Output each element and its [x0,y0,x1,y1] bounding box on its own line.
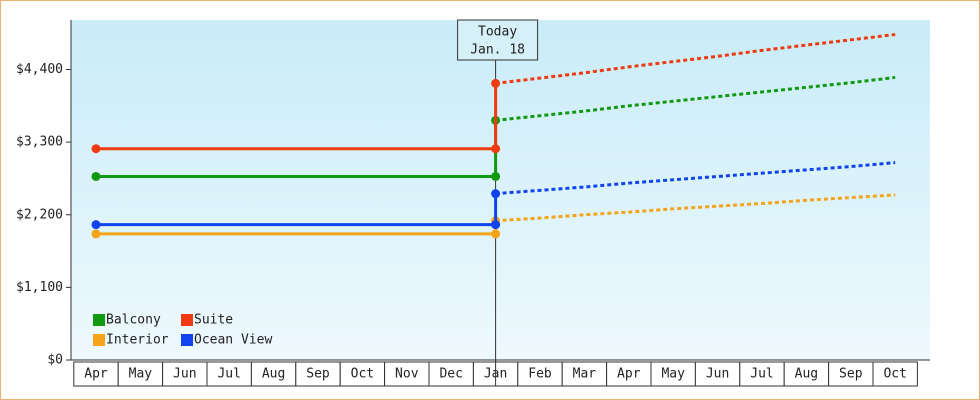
plot-area [71,20,930,360]
x-tick-label: Oct [883,367,906,382]
point [491,189,501,199]
y-tick-label: $0 [47,353,63,368]
x-tick-label: Aug [795,367,818,382]
x-tick-label: Jul [750,367,773,382]
x-tick-label: Jun [706,367,729,382]
point [91,171,101,181]
legend-label: Suite [194,313,233,328]
x-tick-label: Sep [306,367,330,382]
x-tick-cell [739,361,785,387]
x-tick-label: Oct [351,367,374,382]
x-tick-cell [117,361,164,387]
x-tick-cell [872,361,918,387]
today-date: Jan. 18 [470,43,525,58]
y-tick-label: $1,100 [16,280,63,295]
legend-swatch [181,314,193,326]
x-tick-label: Apr [617,367,641,382]
point [91,144,101,154]
projected-line [495,75,896,122]
x-tick-label: Feb [528,367,552,382]
point [491,220,501,230]
point [491,229,501,239]
legend-label: Ocean View [194,333,272,348]
point [91,220,101,230]
y-tick-label: $4,400 [16,62,63,77]
point [491,78,501,88]
today-title: Today [478,25,517,40]
x-tick-cell [828,361,874,387]
x-tick-label: Mar [573,367,597,382]
x-tick-cell [384,361,430,387]
y-tick-label: $3,300 [16,135,63,150]
x-tick-cell [517,361,563,387]
x-tick-label: May [129,367,153,382]
x-tick-cell [162,361,208,387]
x-tick-label: Dec [439,367,462,382]
x-tick-label: Nov [395,367,419,382]
legend-label: Interior [106,333,169,348]
x-tick-cell [606,361,652,387]
x-tick-cell [250,361,297,387]
x-tick-label: Aug [262,367,285,382]
x-tick-cell [650,361,696,387]
x-tick-cell [206,361,252,387]
legend-label: Balcony [106,313,161,328]
legend-swatch [181,334,193,346]
x-tick-label: Sep [839,367,863,382]
legend-swatch [93,314,105,326]
x-tick-cell [783,361,830,387]
point [491,144,501,154]
projected-line [495,193,896,223]
legend-swatch [93,334,105,346]
x-tick-label: Apr [84,367,108,382]
x-tick-cell [73,361,119,387]
x-tick-label: Jul [217,367,240,382]
today-box [457,19,539,61]
y-tick-label: $2,200 [16,207,63,222]
x-tick-label: May [661,367,685,382]
x-tick-label: Jun [173,367,196,382]
point [491,171,501,181]
point [91,229,101,239]
projected-line [495,161,896,196]
